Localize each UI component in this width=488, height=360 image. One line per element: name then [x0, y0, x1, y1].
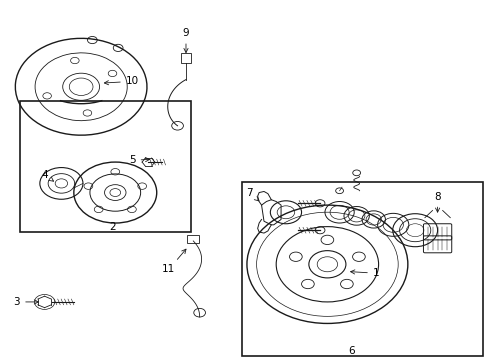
Text: 8: 8 [433, 192, 440, 212]
Text: 11: 11 [162, 249, 185, 274]
Text: 6: 6 [348, 346, 354, 356]
Text: 5: 5 [129, 155, 149, 165]
Text: 1: 1 [350, 268, 379, 278]
Text: 7: 7 [245, 188, 258, 201]
Text: 2: 2 [109, 222, 116, 231]
Bar [187, 235, 199, 243]
Text: 3: 3 [14, 297, 39, 307]
Bar [181, 53, 190, 63]
Text: 10: 10 [104, 76, 139, 86]
Bar [20, 101, 190, 232]
Text: 4: 4 [41, 170, 53, 181]
Text: 9: 9 [183, 28, 189, 53]
Bar [242, 182, 483, 356]
